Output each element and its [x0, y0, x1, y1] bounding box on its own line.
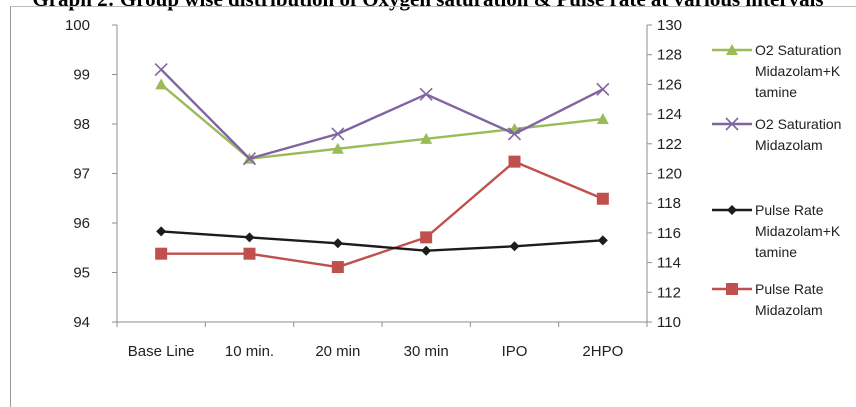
legend-entry: Pulse Rate Midazolam	[712, 281, 824, 318]
y-right-tick-label: 122	[657, 136, 682, 153]
data-point	[331, 261, 344, 274]
y-right-tick-label: 124	[657, 106, 682, 123]
legend-label: O2 Saturation	[755, 116, 841, 132]
y-left-tick-label: 99	[73, 67, 90, 84]
legend-label: Pulse Rate	[755, 202, 824, 218]
y-right-tick-label: 114	[657, 255, 681, 272]
x-tick-label: 30 min	[404, 343, 449, 360]
data-point	[242, 152, 257, 166]
data-point	[596, 82, 610, 96]
data-point	[155, 247, 168, 260]
y-left-tick-label: 95	[73, 265, 90, 282]
legend-swatch-marker	[726, 44, 738, 55]
y-right-tick-label: 116	[657, 225, 681, 242]
legend-label: tamine	[755, 244, 797, 260]
legend-label: Midazolam	[755, 302, 823, 318]
x-tick-label: 10 min.	[225, 343, 274, 360]
data-point	[597, 235, 608, 246]
series-1	[154, 62, 610, 166]
data-point	[156, 226, 167, 237]
data-point	[154, 62, 168, 77]
x-tick-label: 2HPO	[582, 343, 623, 360]
chart-axes: 94 95 96 97 98 99 100 110 112 114 116 118 120 122 124 1…	[65, 17, 682, 360]
series-line	[160, 68, 604, 160]
legend-label: O2 Saturation	[755, 42, 841, 58]
series-2	[156, 226, 608, 256]
data-point	[420, 132, 433, 144]
legend-label: Pulse Rate	[755, 281, 824, 297]
chart-frame	[10, 6, 856, 407]
figure-title: Graph 2: Group wise distribution of Oxyg…	[0, 0, 856, 12]
legend-label: Midazolam	[755, 137, 823, 153]
y-right-tick-label: 112	[657, 284, 681, 301]
data-point	[243, 247, 256, 260]
legend-entry: O2 Saturation Midazolam+K tamine	[712, 42, 841, 100]
series-line	[161, 160, 604, 269]
data-point	[331, 142, 344, 154]
data-point	[508, 155, 521, 168]
data-point	[331, 127, 345, 141]
legend-swatch-marker	[726, 283, 738, 295]
data-point	[509, 241, 520, 252]
y-right-tick-label: 130	[657, 17, 682, 34]
y-right-tick-label: 118	[657, 195, 681, 212]
data-point	[421, 245, 432, 256]
y-right-tick-label: 128	[657, 47, 682, 64]
legend-swatch-marker	[727, 205, 737, 215]
y-left-tick-label: 100	[65, 17, 90, 34]
data-point	[155, 78, 168, 90]
data-point	[507, 127, 522, 141]
x-tick-label: Base Line	[128, 343, 195, 360]
x-tick-label: 20 min	[315, 343, 360, 360]
y-left-tick-label: 97	[73, 166, 90, 183]
legend-label: Midazolam+K	[755, 223, 841, 239]
y-right-tick-label: 126	[657, 76, 682, 93]
legend-entry: O2 Saturation Midazolam	[712, 116, 841, 153]
x-tick-label: IPO	[502, 343, 528, 360]
y-right-tick-label: 110	[657, 314, 681, 331]
legend-entry: Pulse Rate Midazolam+K tamine	[712, 202, 841, 260]
y-left-tick-label: 98	[73, 116, 90, 133]
series-3	[155, 155, 609, 274]
y-left-tick-label: 96	[73, 215, 90, 232]
data-point	[332, 238, 343, 249]
y-right-tick-label: 120	[657, 166, 682, 183]
legend-swatch-marker	[725, 117, 739, 131]
y-left-tick-label: 94	[73, 314, 90, 331]
data-point	[419, 87, 433, 101]
data-point	[244, 232, 255, 243]
line-chart: 94 95 96 97 98 99 100 110 112 114 116 118 120 122 124 1…	[65, 17, 841, 360]
data-point	[420, 231, 433, 244]
chart-series	[154, 62, 610, 274]
data-point	[596, 192, 609, 205]
data-point	[596, 113, 609, 125]
legend-label: tamine	[755, 84, 797, 100]
legend-label: Midazolam+K	[755, 63, 841, 79]
series-line	[161, 230, 603, 252]
